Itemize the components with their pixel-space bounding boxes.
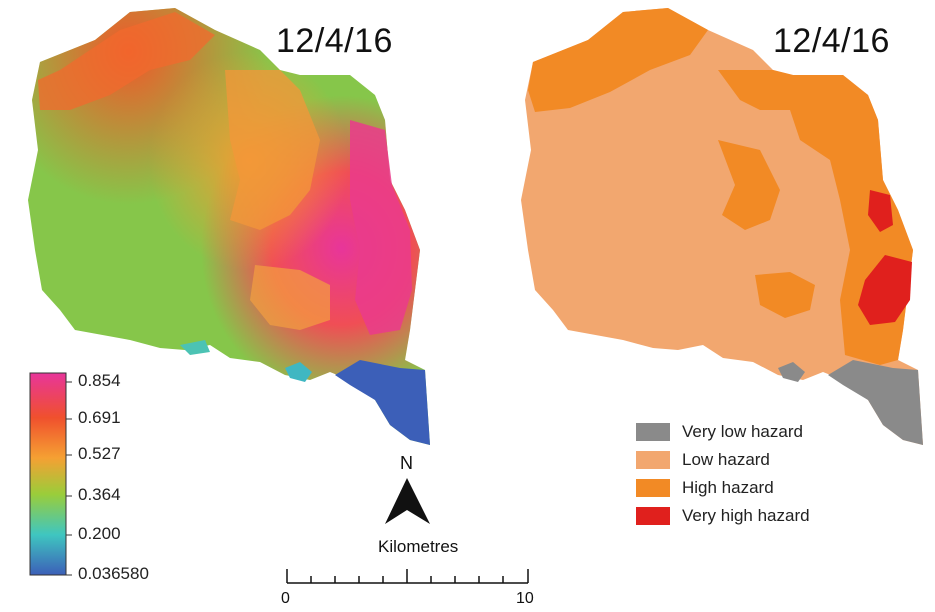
map-date-right: 12/4/16	[773, 22, 890, 60]
colorbar-label-min: 0.036580	[78, 564, 149, 583]
legend-swatch-very-low	[636, 423, 670, 441]
scale-bar-start-label: 0	[281, 590, 290, 607]
legend-item-very-low: Very low hazard	[636, 419, 803, 445]
colorbar-label-5: 0.200	[78, 524, 121, 543]
legend-item-low: Low hazard	[636, 447, 770, 473]
colorbar-label-3: 0.527	[78, 444, 121, 463]
scale-bar	[286, 569, 529, 584]
legend-label-low: Low hazard	[682, 450, 770, 469]
legend-swatch-high	[636, 479, 670, 497]
legend-label-very-low: Very low hazard	[682, 422, 803, 441]
map-date-left: 12/4/16	[276, 22, 393, 60]
scale-bar-end-label: 10	[516, 590, 534, 607]
scale-bar-title: Kilometres	[378, 537, 459, 556]
legend-swatch-very-high	[636, 507, 670, 525]
classified-hazard-map	[521, 8, 923, 445]
legend-item-very-high: Very high hazard	[636, 503, 810, 529]
colorbar-label-max: 0.854	[78, 371, 121, 390]
legend-item-high: High hazard	[636, 475, 774, 501]
north-arrow	[385, 478, 430, 524]
colorbar-label-2: 0.691	[78, 408, 121, 427]
legend-swatch-low	[636, 451, 670, 469]
legend-label-very-high: Very high hazard	[682, 506, 810, 525]
colorbar-label-4: 0.364	[78, 485, 121, 504]
continuous-hazard-map	[28, 8, 430, 445]
legend-label-high: High hazard	[682, 478, 774, 497]
north-arrow-label: N	[400, 453, 413, 473]
colorbar	[29, 372, 67, 576]
